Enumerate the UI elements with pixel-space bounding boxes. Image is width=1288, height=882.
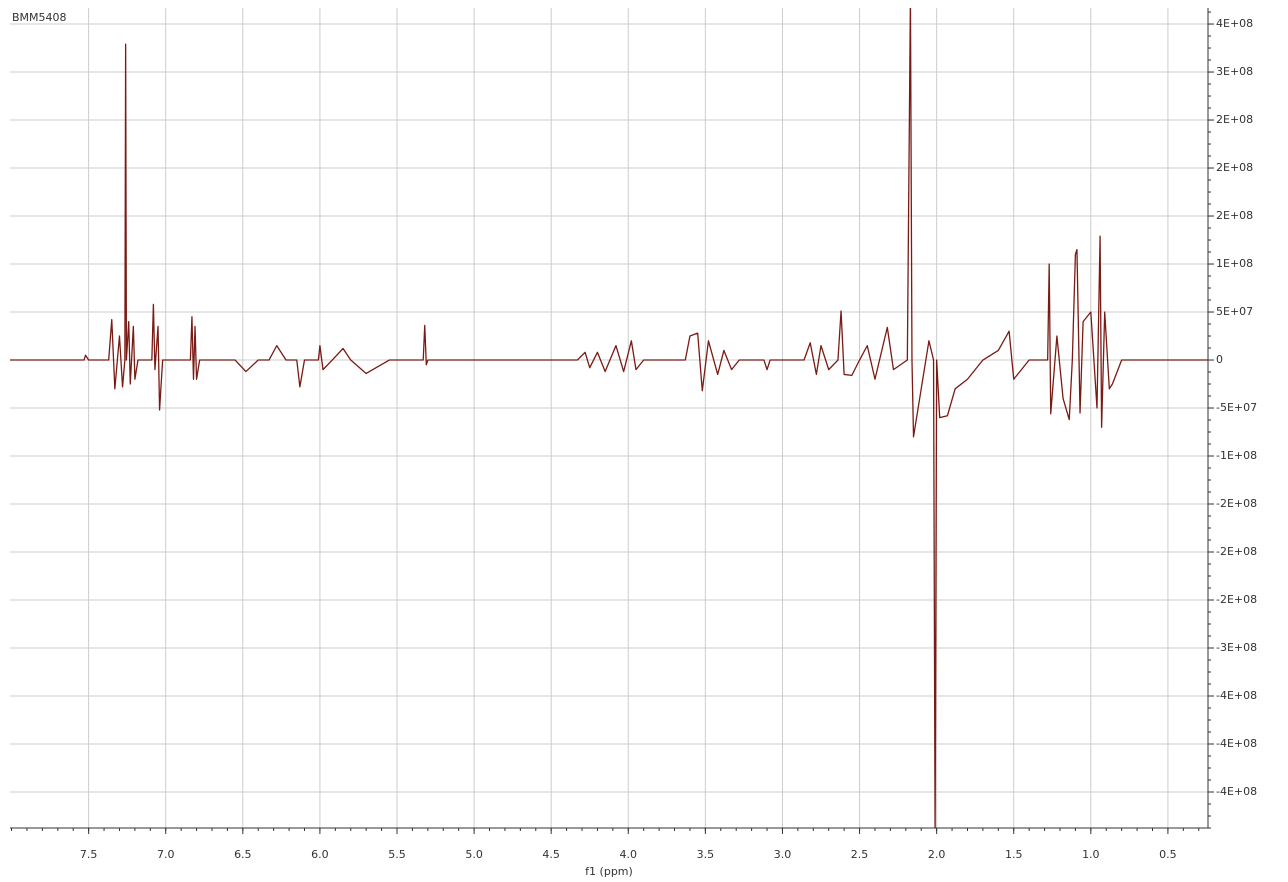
axes: 7.5 7.0 6.5 6.0 5.5 5.0 4.5 4.0 3.5 3.0 2.5 2.0 1.5 1… — [10, 8, 1257, 861]
y-tick-label: -4E+08 — [1216, 737, 1257, 750]
x-tick-label: 5.5 — [388, 848, 406, 861]
x-tick-label: 1.5 — [1005, 848, 1023, 861]
plot-area — [10, 8, 1208, 828]
x-tick-label: 6.0 — [311, 848, 329, 861]
x-tick-label: 4.0 — [620, 848, 638, 861]
y-tick-label: -5E+07 — [1216, 401, 1257, 414]
x-tick-label: 1.0 — [1082, 848, 1100, 861]
x-tick-label: 6.5 — [234, 848, 252, 861]
x-axis-label: f1 (ppm) — [585, 865, 633, 878]
y-tick-label: 2E+08 — [1216, 113, 1253, 126]
y-tick-label: 5E+07 — [1216, 305, 1253, 318]
y-tick-label: -2E+08 — [1216, 593, 1257, 606]
y-tick-label: -4E+08 — [1216, 785, 1257, 798]
spectrum-label: BMM5408 — [12, 11, 67, 24]
y-tick-label: 4E+08 — [1216, 17, 1253, 30]
x-tick-label: 4.5 — [542, 848, 560, 861]
spectrum-line — [10, 8, 1208, 828]
grid — [10, 8, 1208, 828]
x-tick-label: 7.0 — [157, 848, 175, 861]
y-tick-label: 3E+08 — [1216, 65, 1253, 78]
y-tick-label: 2E+08 — [1216, 161, 1253, 174]
x-tick-label: 7.5 — [80, 848, 98, 861]
y-tick-label: 0 — [1216, 353, 1223, 366]
y-tick-label: -2E+08 — [1216, 497, 1257, 510]
y-tick-label: 2E+08 — [1216, 209, 1253, 222]
x-tick-label: 5.0 — [465, 848, 483, 861]
y-tick-label: 1E+08 — [1216, 257, 1253, 270]
x-tick-label: 3.0 — [774, 848, 792, 861]
x-tick-label: 0.5 — [1159, 848, 1177, 861]
x-tick-label: 2.0 — [928, 848, 946, 861]
y-tick-label: -2E+08 — [1216, 545, 1257, 558]
x-tick-label: 2.5 — [851, 848, 869, 861]
y-tick-label: -4E+08 — [1216, 689, 1257, 702]
y-tick-label: -1E+08 — [1216, 449, 1257, 462]
y-tick-label: -3E+08 — [1216, 641, 1257, 654]
x-tick-label: 3.5 — [697, 848, 715, 861]
